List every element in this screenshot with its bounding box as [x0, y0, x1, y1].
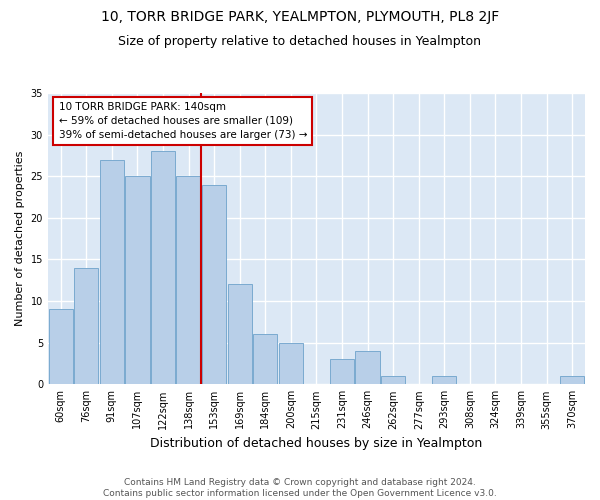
Bar: [432, 376, 457, 384]
Bar: [176, 176, 201, 384]
Bar: [330, 360, 354, 384]
Bar: [151, 152, 175, 384]
Bar: [381, 376, 406, 384]
Bar: [227, 284, 252, 384]
Bar: [355, 351, 380, 384]
Text: 10, TORR BRIDGE PARK, YEALMPTON, PLYMOUTH, PL8 2JF: 10, TORR BRIDGE PARK, YEALMPTON, PLYMOUT…: [101, 10, 499, 24]
Text: Contains HM Land Registry data © Crown copyright and database right 2024.
Contai: Contains HM Land Registry data © Crown c…: [103, 478, 497, 498]
Bar: [202, 184, 226, 384]
Text: Size of property relative to detached houses in Yealmpton: Size of property relative to detached ho…: [119, 35, 482, 48]
Bar: [49, 310, 73, 384]
Bar: [279, 342, 303, 384]
Bar: [253, 334, 277, 384]
Bar: [74, 268, 98, 384]
Bar: [100, 160, 124, 384]
Bar: [125, 176, 149, 384]
Bar: [560, 376, 584, 384]
Y-axis label: Number of detached properties: Number of detached properties: [15, 151, 25, 326]
X-axis label: Distribution of detached houses by size in Yealmpton: Distribution of detached houses by size …: [151, 437, 482, 450]
Text: 10 TORR BRIDGE PARK: 140sqm
← 59% of detached houses are smaller (109)
39% of se: 10 TORR BRIDGE PARK: 140sqm ← 59% of det…: [59, 102, 307, 140]
